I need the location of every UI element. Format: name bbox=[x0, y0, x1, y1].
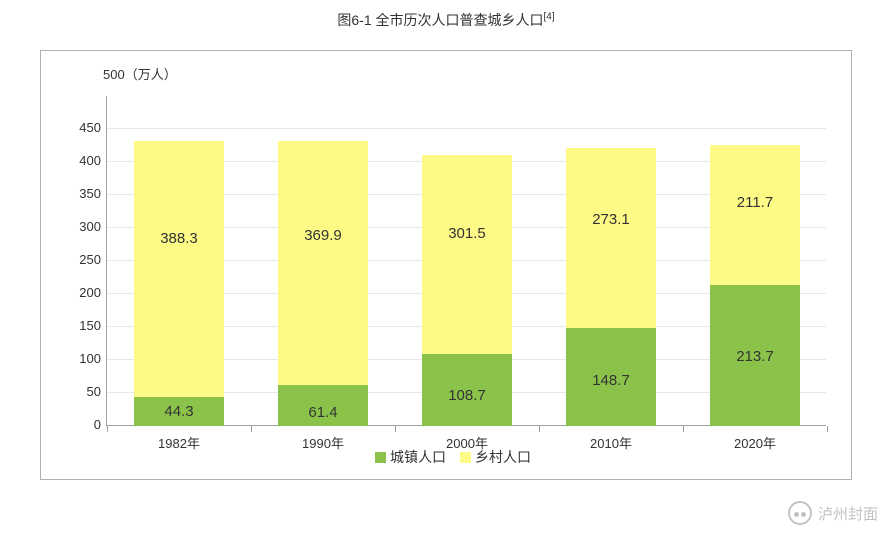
bar: 148.7 273.1 bbox=[566, 148, 655, 426]
chart-title: 图6-1 全市历次人口普查城乡人口[4] bbox=[0, 0, 892, 30]
wechat-icon bbox=[788, 501, 812, 525]
bar: 108.7 301.5 bbox=[422, 155, 511, 426]
legend-swatch bbox=[375, 452, 386, 463]
y-tick-label: 150 bbox=[65, 318, 101, 333]
bar-segment-rural: 273.1 bbox=[566, 148, 655, 328]
x-tick bbox=[827, 426, 828, 432]
bar-value-label: 213.7 bbox=[710, 348, 799, 365]
y-tick-label: 300 bbox=[65, 219, 101, 234]
legend: 城镇人口 乡村人口 bbox=[41, 447, 851, 467]
y-tick-label: 0 bbox=[65, 417, 101, 432]
y-tick-label: 200 bbox=[65, 285, 101, 300]
title-footnote: [4] bbox=[544, 11, 555, 22]
bar-value-label: 61.4 bbox=[278, 404, 367, 421]
bar-segment-rural: 211.7 bbox=[710, 145, 799, 285]
plot-area: 05010015020025030035040045044.3388.31982… bbox=[106, 96, 826, 426]
bar-segment-urban: 213.7 bbox=[710, 285, 799, 426]
y-axis-unit: 500（万人） bbox=[103, 64, 177, 83]
y-tick-label: 450 bbox=[65, 120, 101, 135]
bar-segment-urban: 44.3 bbox=[134, 397, 223, 426]
bar: 44.3 388.3 bbox=[134, 140, 223, 426]
watermark-text: 泸州封面 bbox=[818, 503, 878, 524]
y-tick-label: 250 bbox=[65, 252, 101, 267]
bar-segment-urban: 108.7 bbox=[422, 354, 511, 426]
x-tick bbox=[251, 426, 252, 432]
legend-label: 乡村人口 bbox=[475, 449, 531, 465]
bar-value-label: 388.3 bbox=[134, 230, 223, 247]
bar-value-label: 369.9 bbox=[278, 227, 367, 244]
x-tick bbox=[107, 426, 108, 432]
bar-value-label: 301.5 bbox=[422, 225, 511, 242]
bar-value-label: 108.7 bbox=[422, 387, 511, 404]
bar-segment-urban: 148.7 bbox=[566, 328, 655, 426]
bar-segment-rural: 301.5 bbox=[422, 155, 511, 354]
bar-value-label: 273.1 bbox=[566, 211, 655, 228]
chart-frame: 500（万人） 0 50 100 150 200 250 300 350 400 450 44.3 3… bbox=[40, 50, 852, 480]
bar-segment-urban: 61.4 bbox=[278, 385, 367, 426]
y-tick: 450 bbox=[107, 128, 826, 129]
x-tick bbox=[539, 426, 540, 432]
bar-value-label: 148.7 bbox=[566, 372, 655, 389]
bar: 213.7 211.7 bbox=[710, 145, 799, 426]
x-tick bbox=[395, 426, 396, 432]
bar: 61.4 369.9 bbox=[278, 141, 367, 426]
bar-segment-rural: 388.3 bbox=[134, 141, 223, 397]
bar-value-label: 211.7 bbox=[710, 194, 799, 211]
legend-label: 城镇人口 bbox=[390, 449, 446, 465]
bar-value-label: 44.3 bbox=[134, 403, 223, 420]
title-text: 图6-1 全市历次人口普查城乡人口 bbox=[337, 12, 543, 28]
watermark: 泸州封面 bbox=[788, 501, 878, 525]
y-tick-label: 400 bbox=[65, 153, 101, 168]
bar-segment-rural: 369.9 bbox=[278, 141, 367, 385]
legend-swatch bbox=[460, 452, 471, 463]
y-tick-label: 350 bbox=[65, 186, 101, 201]
y-tick-label: 100 bbox=[65, 351, 101, 366]
y-tick-label: 50 bbox=[65, 384, 101, 399]
x-tick bbox=[683, 426, 684, 432]
